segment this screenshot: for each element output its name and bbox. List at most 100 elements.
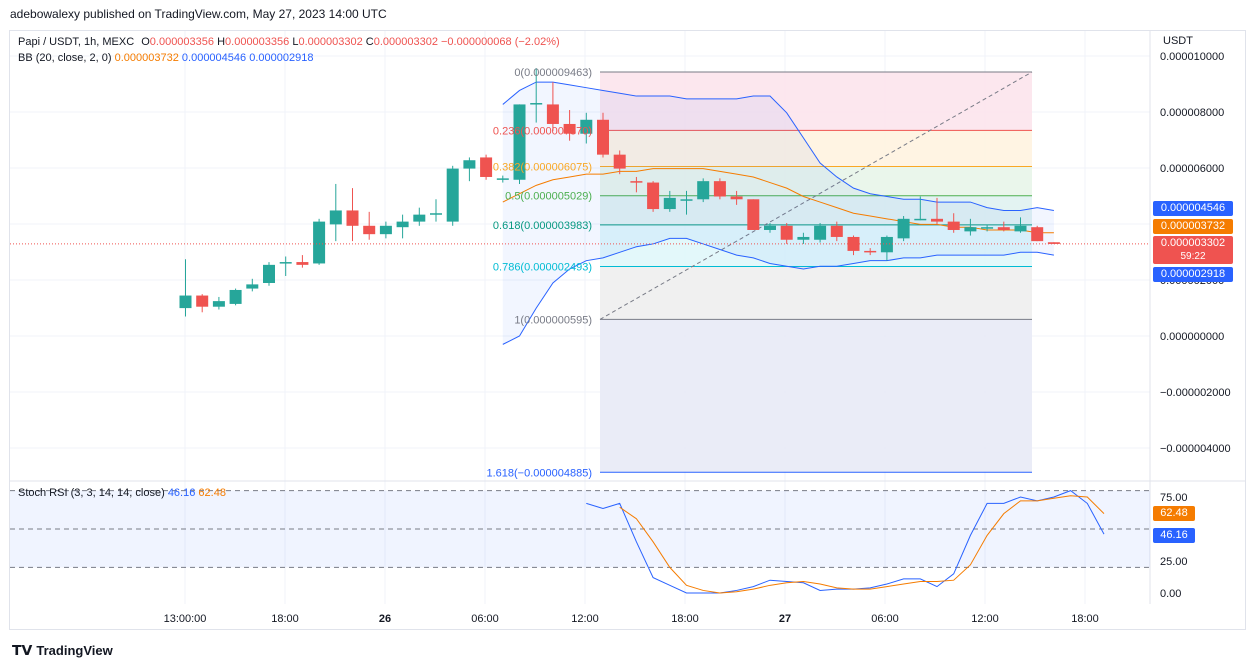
candle-body xyxy=(647,182,660,210)
fib-zone-1 xyxy=(600,319,1032,473)
candle-body xyxy=(713,181,726,197)
candle-body xyxy=(814,225,827,240)
candle-body xyxy=(363,225,376,235)
price-axis-tick: 0.000006000 xyxy=(1160,163,1224,175)
stoch-axis-tick: 75.00 xyxy=(1160,492,1188,504)
close-label: C xyxy=(365,36,374,48)
candle-body xyxy=(263,264,275,283)
stoch-axis-tick: 0.00 xyxy=(1160,588,1181,600)
candle-body xyxy=(981,227,994,229)
bb-lower-value: 0.000002918 xyxy=(249,52,314,64)
fib-zone-0 xyxy=(600,71,1032,131)
low-label: L xyxy=(292,36,299,48)
brand-label: TradingView xyxy=(36,643,113,658)
close-value: 0.000003302 xyxy=(373,36,438,48)
fib-zone-0.236 xyxy=(600,130,1032,167)
bb-lower-tag: 0.000002918 xyxy=(1153,267,1233,282)
candle-body xyxy=(730,196,743,200)
fib-label-1.618: 1.618(−0.000004885) xyxy=(486,467,592,479)
bb-label[interactable]: BB (20, close, 2, 0) xyxy=(18,52,112,64)
fib-zone-0.382 xyxy=(600,166,1032,196)
candle-body xyxy=(346,210,359,226)
bb-basis-line xyxy=(502,168,1054,234)
time-axis-tick: 12:00 xyxy=(571,613,599,625)
last-price-tag: 0.000003302 59:22 xyxy=(1153,236,1233,264)
candle-body xyxy=(430,213,442,215)
change-value: −0.000000068 (−2.02%) xyxy=(441,36,560,48)
candle-body xyxy=(764,225,776,230)
currency-label: USDT xyxy=(1163,35,1193,47)
last-price-value: 0.000003302 xyxy=(1160,237,1226,249)
candle-body xyxy=(880,236,893,253)
candle-body xyxy=(329,210,342,225)
candle-body xyxy=(947,221,960,230)
chart-frame xyxy=(9,30,1246,630)
candle-body xyxy=(179,295,192,309)
candle-body xyxy=(613,154,626,169)
candle-body xyxy=(463,160,476,169)
time-axis-tick: 18:00 xyxy=(271,613,299,625)
low-value: 0.000003302 xyxy=(298,36,363,48)
fib-label-0: 0(0.000009463) xyxy=(514,67,592,79)
stoch-k-line xyxy=(586,490,1105,594)
candle-body xyxy=(513,104,526,180)
fib-label-0.786: 0.786(0.000002493) xyxy=(493,261,592,273)
symbol-label[interactable]: Papi / USDT, 1h, MEXC xyxy=(18,36,135,48)
candle-body xyxy=(663,197,676,210)
time-axis-tick: 13:00:00 xyxy=(164,613,207,625)
tradingview-brand[interactable]: 𝗧𝗩 TradingView xyxy=(12,642,113,659)
candle-body xyxy=(279,262,292,264)
symbol-legend: Papi / USDT, 1h, MEXC O 0.000003356 H 0.00… xyxy=(18,36,560,48)
candle-body xyxy=(496,178,509,180)
stoch-k-tag: 46.16 xyxy=(1153,528,1195,543)
candle-body xyxy=(747,199,760,230)
fib-trend-line xyxy=(599,71,1033,320)
candle-body xyxy=(830,225,843,237)
price-axis-tick: −0.000002000 xyxy=(1160,387,1231,399)
candle-body xyxy=(446,168,459,222)
tradingview-logo-icon: 𝗧𝗩 xyxy=(12,642,33,658)
candle-body xyxy=(413,214,426,222)
bb-basis-tag: 0.000003732 xyxy=(1153,219,1233,234)
time-axis-tick: 06:00 xyxy=(871,613,899,625)
candle-body xyxy=(997,227,1010,230)
bb-upper-value: 0.000004546 xyxy=(181,52,247,64)
bb-basis-value: 0.000003732 xyxy=(114,52,179,64)
bb-band-fill xyxy=(502,82,1054,345)
candle-body xyxy=(313,221,326,264)
candle-body xyxy=(296,262,309,265)
high-value: 0.000003356 xyxy=(225,36,290,48)
candle-body xyxy=(546,104,559,124)
high-label: H xyxy=(217,36,226,48)
candle-body xyxy=(530,103,543,105)
time-axis-tick: 06:00 xyxy=(471,613,499,625)
stoch-axis-tick: 25.00 xyxy=(1160,556,1188,568)
price-axis-tick: 0.000008000 xyxy=(1160,107,1224,119)
price-axis-tick: 0.000010000 xyxy=(1160,51,1224,63)
countdown-value: 59:22 xyxy=(1180,251,1206,262)
price-axis-tick: −0.000004000 xyxy=(1160,443,1231,455)
candle-body xyxy=(931,218,943,222)
time-axis-tick: 27 xyxy=(779,613,791,625)
candle-body xyxy=(580,119,593,134)
stoch-d-tag: 62.48 xyxy=(1153,506,1195,521)
candle-body xyxy=(246,284,259,289)
fib-zone-0.786 xyxy=(600,266,1032,320)
candle-body xyxy=(1014,225,1027,232)
stoch-legend: Stoch RSI (3, 3, 14, 14, close) 46.16 62… xyxy=(18,487,226,499)
stoch-d-line xyxy=(619,495,1105,594)
candle-body xyxy=(697,181,710,200)
fib-label-0.236: 0.236(0.000007370) xyxy=(493,125,592,137)
candle-body xyxy=(597,119,609,155)
candle-body xyxy=(897,218,910,239)
candle-body xyxy=(780,225,793,240)
candle-body xyxy=(196,295,209,307)
bb-legend: BB (20, close, 2, 0) 0.000003732 0.00000… xyxy=(18,52,313,64)
candle-body xyxy=(379,225,392,235)
candle-body xyxy=(563,123,576,134)
open-label: O xyxy=(141,36,150,48)
candle-body xyxy=(797,236,810,240)
stoch-d-value: 62.48 xyxy=(198,487,226,499)
stoch-label[interactable]: Stoch RSI (3, 3, 14, 14, close) xyxy=(18,487,165,499)
